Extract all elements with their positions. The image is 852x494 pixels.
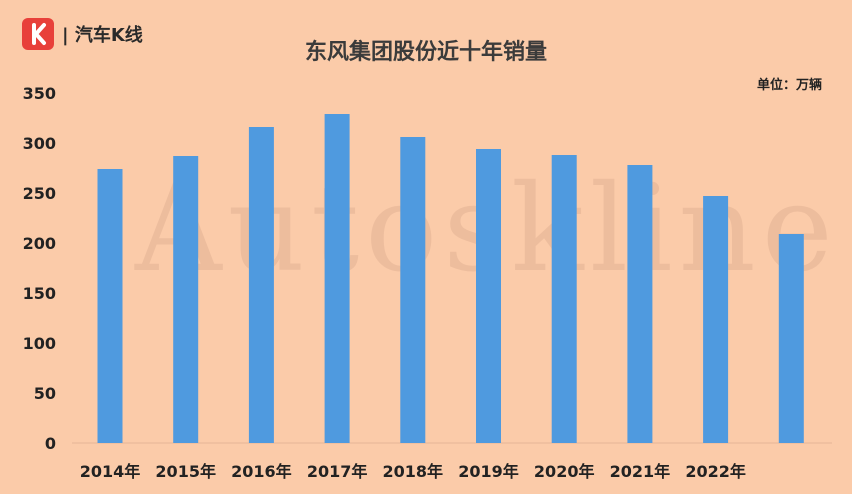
bar [97,169,123,443]
x-tick-label: 2017年 [307,462,368,481]
x-axis-labels: 2014年 2015年 2016年 2017年 2018年 2019年 2020年 2021年… [80,462,746,481]
y-tick-label: 50 [34,384,56,403]
x-tick-label: 2021年 [610,462,671,481]
bar [173,156,199,443]
bar [703,196,729,443]
y-axis-labels: 0 50 100 150 200 250 300 350 [23,84,56,453]
bar [324,114,350,443]
y-tick-label: 150 [23,284,56,303]
bar [627,165,653,443]
bar [248,127,274,443]
bar [551,155,577,443]
y-tick-label: 100 [23,334,56,353]
x-tick-label: 2020年 [534,462,595,481]
x-tick-label: 2016年 [231,462,292,481]
bar [476,149,501,443]
y-tick-label: 0 [45,434,56,453]
x-tick-label: 2019年 [458,462,519,481]
y-tick-label: 350 [23,84,56,103]
y-tick-label: 250 [23,184,56,203]
bar [778,234,804,443]
x-tick-label: 2015年 [155,462,216,481]
y-tick-label: 300 [23,134,56,153]
bars-layer [97,114,804,443]
unit-label: 单位：万辆 [756,78,822,93]
bar [400,137,426,443]
brand-name: | 汽车K线 [62,25,143,46]
x-tick-label: 2022年 [685,462,746,481]
x-tick-label: 2014年 [80,462,141,481]
y-tick-label: 200 [23,234,56,253]
x-tick-label: 2018年 [383,462,444,481]
logo-icon [22,18,54,50]
chart-title: 东风集团股份近十年销量 [304,40,547,65]
